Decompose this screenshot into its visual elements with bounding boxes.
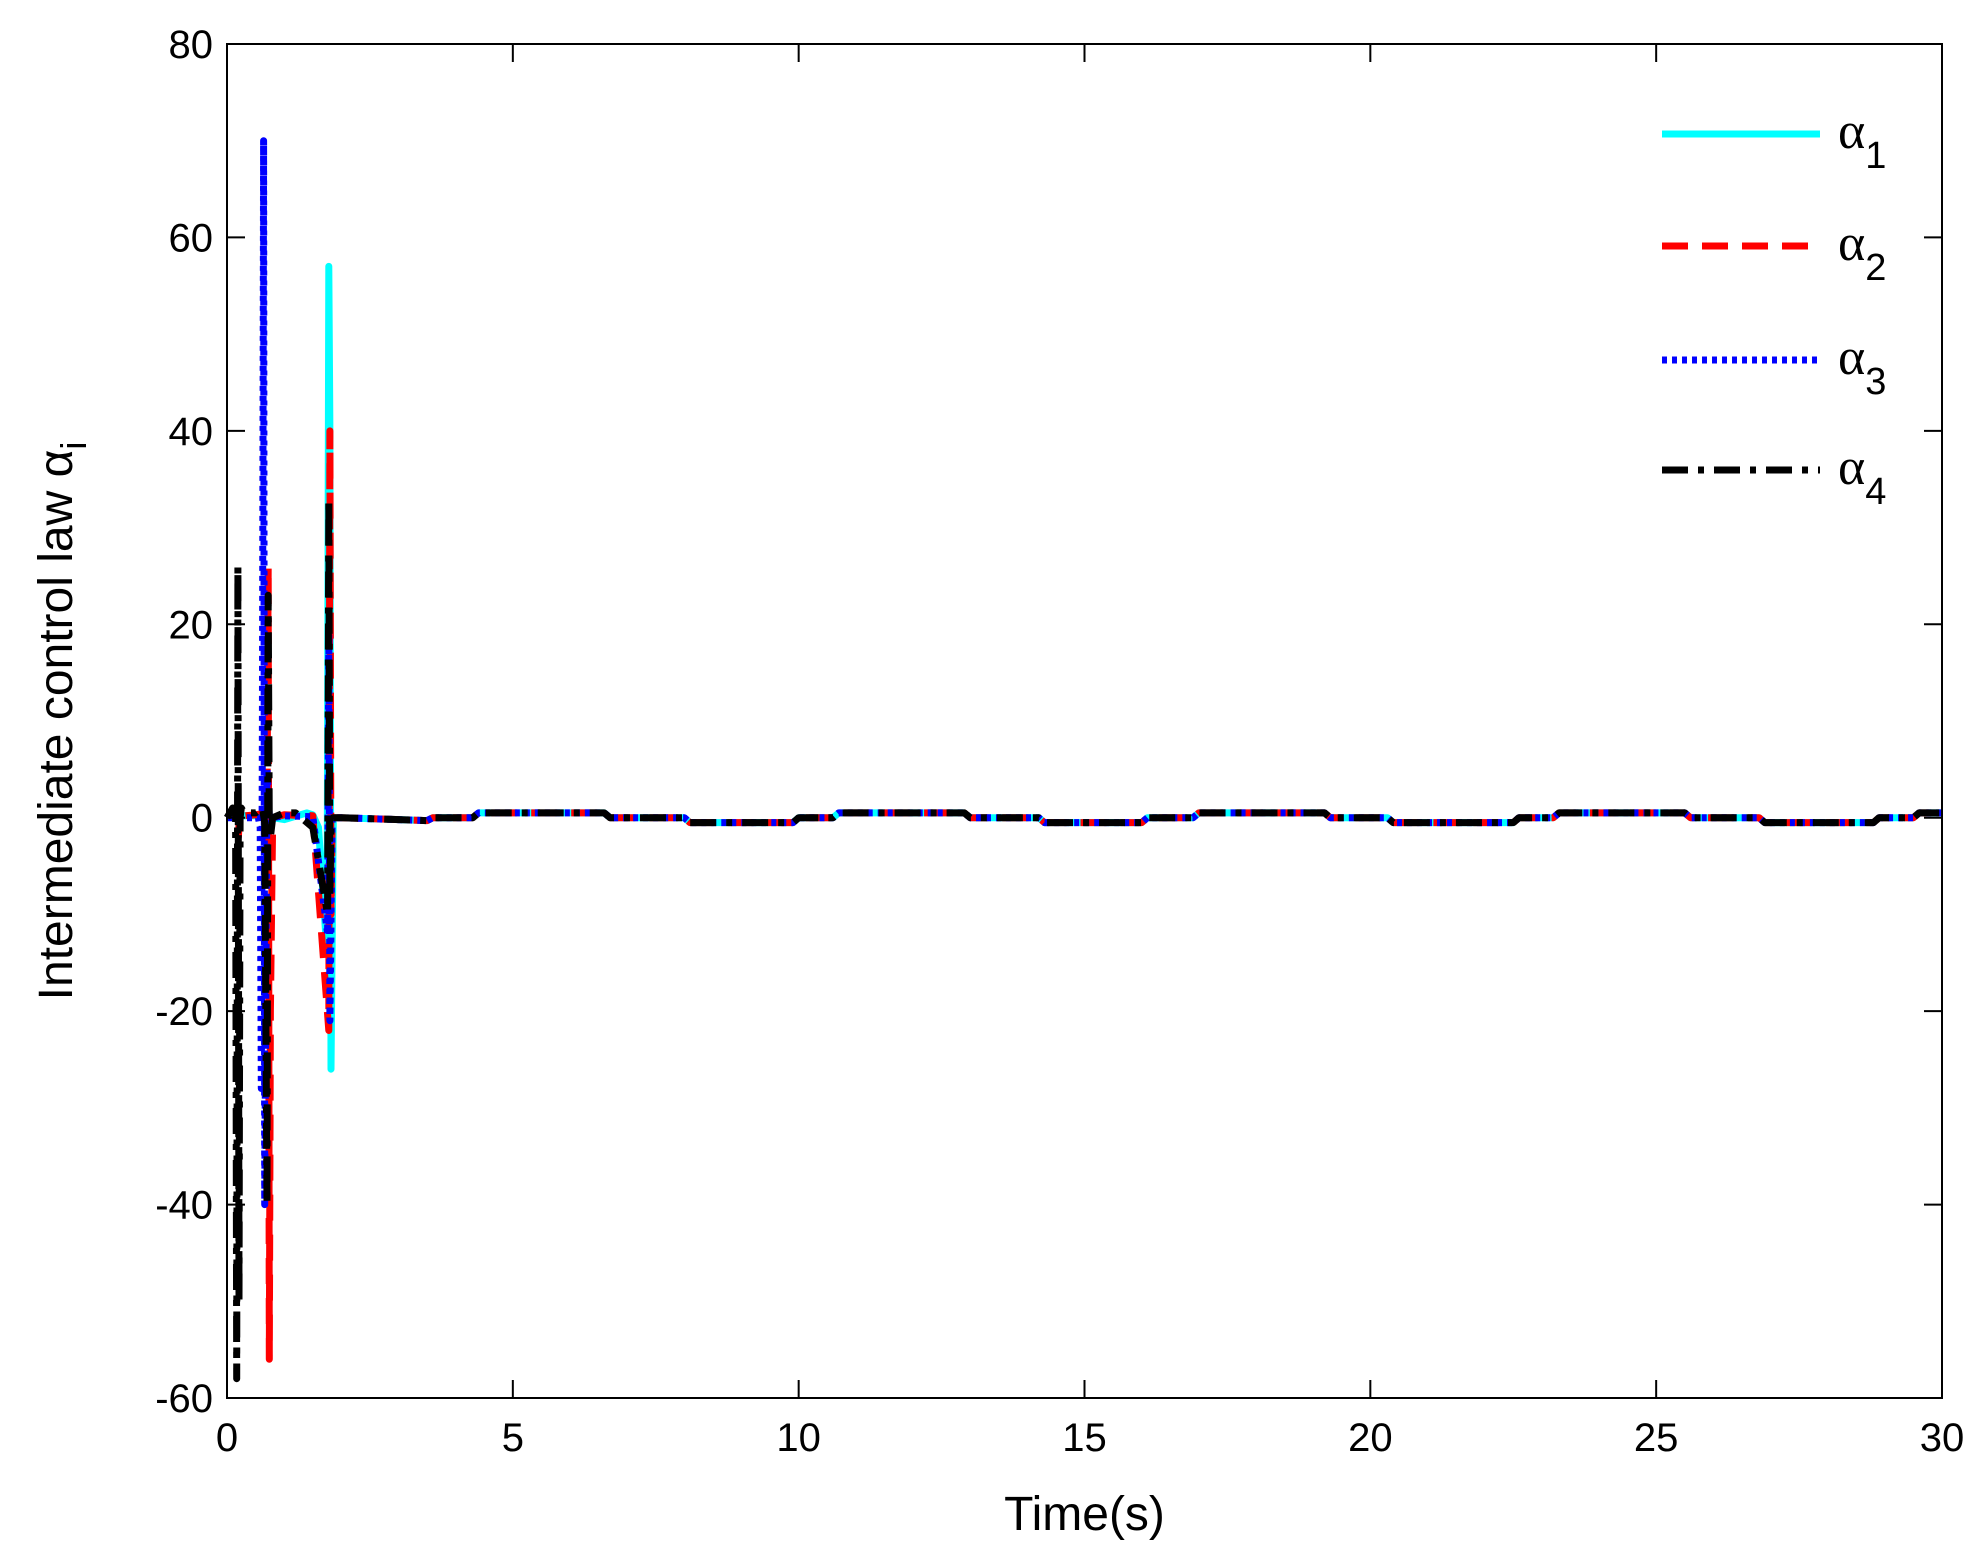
legend-label-1: α1 <box>1838 103 1886 177</box>
x-tick-label: 0 <box>216 1416 238 1460</box>
x-tick-label: 30 <box>1920 1416 1965 1460</box>
y-tick-label: 60 <box>169 216 214 260</box>
y-tick-label: 80 <box>169 23 214 67</box>
legend-label-subscript: 4 <box>1865 471 1886 513</box>
legend-label-subscript: 1 <box>1865 135 1886 177</box>
y-axis-label: Intermediate control law αi <box>30 442 94 1001</box>
series-layer <box>224 137 1942 1383</box>
series-line-4 <box>224 495 1942 1383</box>
y-tick-label: 20 <box>169 603 214 647</box>
legend-label-main: α <box>1838 215 1865 272</box>
legend-label-subscript: 3 <box>1865 361 1886 403</box>
legend-label-main: α <box>1838 103 1865 160</box>
y-axis-label-subscript: i <box>53 442 94 450</box>
x-tick-label: 25 <box>1634 1416 1679 1460</box>
x-tick-label: 10 <box>776 1416 821 1460</box>
legend-label-main: α <box>1838 439 1865 496</box>
y-tick-label: 0 <box>191 797 213 841</box>
y-axis-label-main: Intermediate control law α <box>30 450 83 1001</box>
legend-label-2: α2 <box>1838 215 1886 289</box>
legend-label-4: α4 <box>1838 439 1886 513</box>
y-tick-label: -40 <box>155 1184 213 1228</box>
y-tick-label: -60 <box>155 1377 213 1421</box>
x-tick-label: 20 <box>1348 1416 1393 1460</box>
legend-label-3: α3 <box>1838 329 1886 403</box>
legend-label-main: α <box>1838 329 1865 386</box>
y-tick-label: -20 <box>155 990 213 1034</box>
x-axis-label: Time(s) <box>1004 1488 1165 1541</box>
axis-ticks: 0 5 10 15 20 25 30 -60 -40 -20 0 20 40 60 80 <box>155 23 1964 1460</box>
y-tick-label: 40 <box>169 410 214 454</box>
legend-label-subscript: 2 <box>1865 247 1886 289</box>
x-tick-label: 15 <box>1062 1416 1107 1460</box>
x-tick-label: 5 <box>502 1416 524 1460</box>
